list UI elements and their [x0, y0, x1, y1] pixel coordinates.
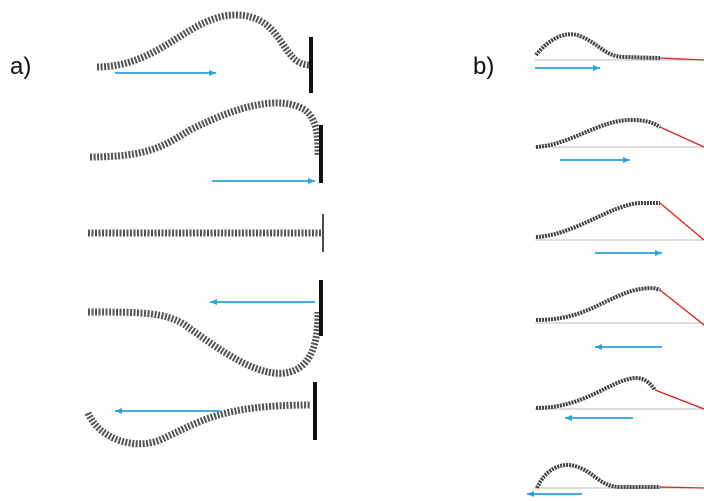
panel-label: b) — [473, 53, 494, 80]
spring — [535, 463, 660, 489]
panel-b — [527, 32, 704, 497]
spring — [89, 99, 322, 161]
rope — [654, 389, 704, 410]
spring — [96, 11, 311, 71]
spring — [534, 32, 661, 60]
rope — [659, 57, 704, 61]
spring — [87, 308, 322, 377]
spring — [535, 286, 661, 322]
panel-a — [84, 11, 324, 448]
spring — [535, 201, 660, 239]
spring — [535, 375, 657, 410]
rope — [659, 202, 704, 241]
panel-label: a) — [10, 53, 31, 80]
rope — [659, 126, 704, 148]
spring — [84, 401, 311, 448]
rope — [659, 289, 704, 326]
rope — [659, 486, 704, 489]
spring — [535, 117, 662, 149]
